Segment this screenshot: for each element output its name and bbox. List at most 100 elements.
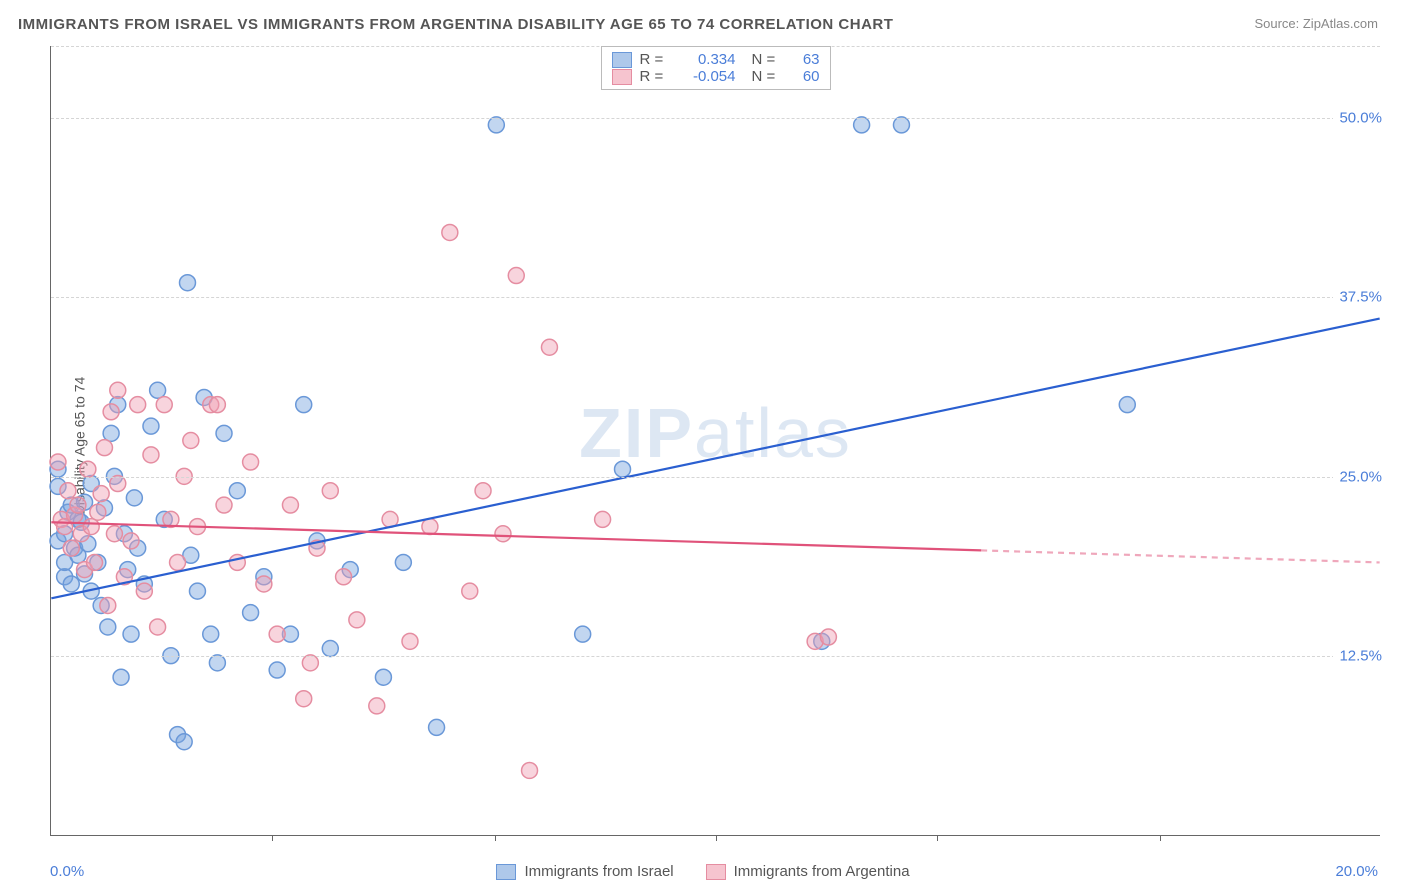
marker-argentina <box>349 612 365 628</box>
marker-israel <box>243 605 259 621</box>
marker-israel <box>123 626 139 642</box>
marker-israel <box>216 425 232 441</box>
marker-argentina <box>123 533 139 549</box>
legend-n-label: N = <box>752 51 782 68</box>
marker-argentina <box>442 225 458 241</box>
legend-swatch <box>496 864 516 880</box>
marker-argentina <box>183 433 199 449</box>
marker-argentina <box>336 569 352 585</box>
gridline <box>51 656 1380 657</box>
marker-israel <box>488 117 504 133</box>
trendline-argentina <box>51 522 981 550</box>
marker-argentina <box>541 339 557 355</box>
marker-argentina <box>269 626 285 642</box>
marker-argentina <box>130 397 146 413</box>
marker-argentina <box>60 483 76 499</box>
marker-israel <box>893 117 909 133</box>
x-axis-tickmark <box>937 835 938 841</box>
marker-israel <box>176 734 192 750</box>
gridline <box>51 297 1380 298</box>
marker-argentina <box>103 404 119 420</box>
marker-argentina <box>296 691 312 707</box>
marker-argentina <box>462 583 478 599</box>
marker-argentina <box>80 461 96 477</box>
x-axis-tickmark <box>1160 835 1161 841</box>
legend-swatch <box>612 69 632 85</box>
x-axis-tickmark <box>716 835 717 841</box>
marker-israel <box>269 662 285 678</box>
plot-area: ZIPatlas R =0.334N =63R =-0.054N =60 12.… <box>50 46 1380 836</box>
marker-argentina <box>243 454 259 470</box>
chart-svg <box>51 46 1380 835</box>
marker-argentina <box>508 268 524 284</box>
marker-israel <box>375 669 391 685</box>
marker-argentina <box>522 762 538 778</box>
marker-argentina <box>110 476 126 492</box>
marker-israel <box>189 583 205 599</box>
marker-israel <box>429 719 445 735</box>
marker-argentina <box>100 597 116 613</box>
marker-israel <box>103 425 119 441</box>
marker-israel <box>575 626 591 642</box>
x-axis-tickmark <box>495 835 496 841</box>
legend-item: Immigrants from Israel <box>496 863 673 880</box>
legend-r-label: R = <box>640 68 668 85</box>
y-axis-tick: 25.0% <box>1333 468 1382 485</box>
chart-title: IMMIGRANTS FROM ISRAEL VS IMMIGRANTS FRO… <box>18 16 893 33</box>
marker-argentina <box>820 629 836 645</box>
marker-argentina <box>87 554 103 570</box>
marker-argentina <box>70 497 86 513</box>
marker-argentina <box>369 698 385 714</box>
marker-argentina <box>216 497 232 513</box>
legend-row: R =-0.054N =60 <box>612 68 820 85</box>
marker-israel <box>100 619 116 635</box>
trendline-argentina-extrap <box>981 550 1379 562</box>
marker-argentina <box>93 486 109 502</box>
marker-israel <box>395 554 411 570</box>
marker-argentina <box>402 633 418 649</box>
marker-israel <box>203 626 219 642</box>
marker-argentina <box>595 511 611 527</box>
marker-israel <box>63 576 79 592</box>
gridline <box>51 477 1380 478</box>
source-label: Source: <box>1254 16 1302 31</box>
legend-label: Immigrants from Argentina <box>734 863 910 880</box>
legend-r-label: R = <box>640 51 668 68</box>
marker-israel <box>615 461 631 477</box>
marker-israel <box>143 418 159 434</box>
marker-israel <box>126 490 142 506</box>
legend-correlation: R = 0.334 N = 63R =-0.054N =60 <box>601 46 831 90</box>
marker-israel <box>322 641 338 657</box>
legend-label: Immigrants from Israel <box>524 863 673 880</box>
marker-argentina <box>282 497 298 513</box>
legend-n-value: 63 <box>790 51 820 68</box>
marker-argentina <box>495 526 511 542</box>
marker-argentina <box>256 576 272 592</box>
marker-argentina <box>106 526 122 542</box>
y-axis-tick: 50.0% <box>1333 109 1382 126</box>
source-link[interactable]: ZipAtlas.com <box>1303 16 1378 31</box>
source-credit: Source: ZipAtlas.com <box>1254 16 1378 31</box>
legend-series: Immigrants from Israel Immigrants from Ar… <box>0 863 1406 880</box>
legend-item: Immigrants from Argentina <box>706 863 910 880</box>
marker-argentina <box>96 440 112 456</box>
marker-argentina <box>63 540 79 556</box>
marker-argentina <box>475 483 491 499</box>
marker-israel <box>180 275 196 291</box>
marker-argentina <box>170 554 186 570</box>
y-axis-tick: 37.5% <box>1333 289 1382 306</box>
marker-israel <box>150 382 166 398</box>
marker-argentina <box>110 382 126 398</box>
gridline <box>51 118 1380 119</box>
marker-argentina <box>322 483 338 499</box>
marker-argentina <box>422 519 438 535</box>
legend-r-value: 0.334 <box>676 51 736 68</box>
marker-israel <box>296 397 312 413</box>
marker-israel <box>113 669 129 685</box>
marker-israel <box>854 117 870 133</box>
marker-argentina <box>150 619 166 635</box>
marker-argentina <box>156 397 172 413</box>
x-axis-tickmark <box>272 835 273 841</box>
marker-argentina <box>143 447 159 463</box>
chart-container: IMMIGRANTS FROM ISRAEL VS IMMIGRANTS FRO… <box>0 0 1406 892</box>
